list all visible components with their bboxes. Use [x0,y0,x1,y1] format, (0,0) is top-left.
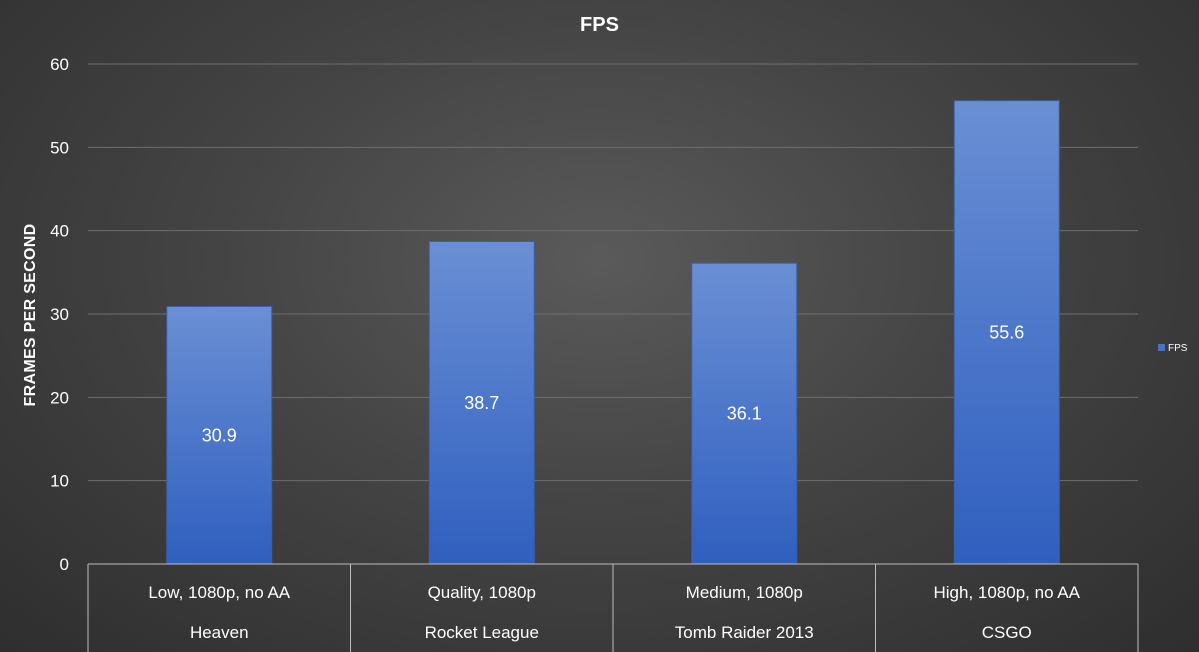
y-tick-label: 20 [50,388,69,407]
x-tick-label-game: Tomb Raider 2013 [675,623,814,642]
y-tick-label: 40 [50,222,69,241]
bar [953,100,1060,565]
x-tick-label-setting: Low, 1080p, no AA [148,583,290,602]
chart-title: FPS [580,14,619,36]
y-tick-label: 30 [50,305,69,324]
bar [691,262,798,565]
x-tick-label-game: CSGO [982,623,1032,642]
y-tick-label: 50 [50,138,69,157]
data-label: 55.6 [989,322,1024,342]
x-tick-label-setting: Quality, 1080p [428,583,536,602]
x-tick-label-game: Rocket League [425,623,539,642]
x-tick-label-setting: Medium, 1080p [686,583,803,602]
y-tick-label: 0 [60,555,69,574]
y-tick-label: 10 [50,472,69,491]
x-tick-label-setting: High, 1080p, no AA [933,583,1080,602]
legend-swatch [1158,344,1165,351]
bar [428,241,535,565]
x-tick-label-game: Heaven [190,623,249,642]
data-label: 38.7 [464,393,499,413]
legend-label: FPS [1168,343,1188,354]
data-label: 30.9 [202,425,237,445]
bar [166,306,273,565]
y-tick-label: 60 [50,55,69,74]
data-label: 36.1 [727,404,762,424]
